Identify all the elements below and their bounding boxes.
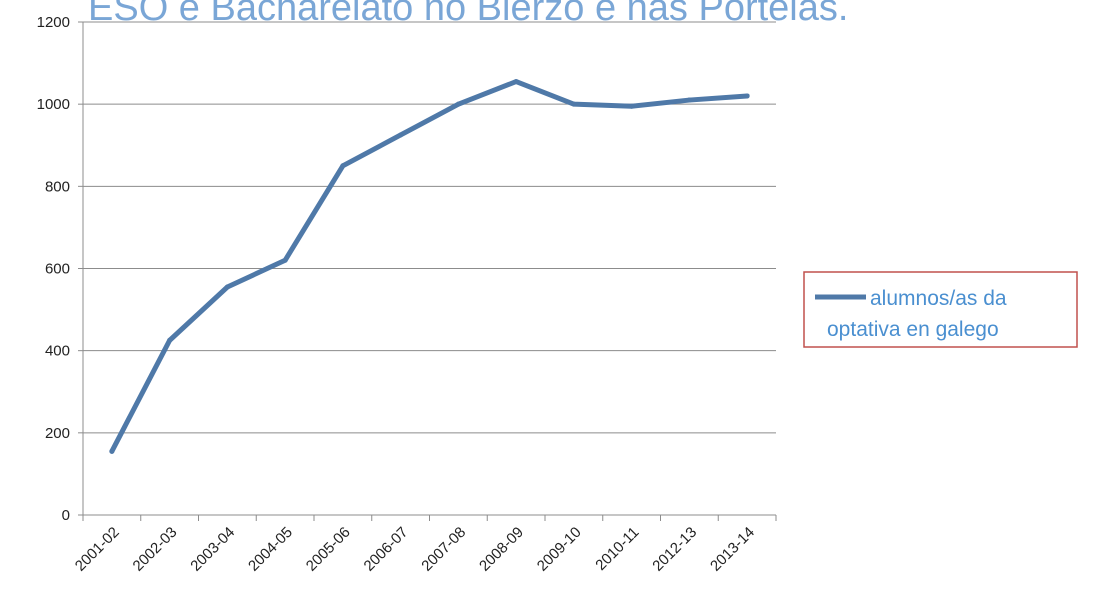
data-point-2005-06 — [340, 163, 346, 169]
x-tick-label-2006-07: 2006-07 — [360, 524, 411, 575]
x-tick-label-2007-08: 2007-08 — [418, 524, 469, 575]
data-point-2010-11 — [629, 103, 635, 109]
data-point-2006-07 — [398, 132, 404, 138]
x-tick-label-2002-03: 2002-03 — [129, 524, 180, 575]
x-tick-label-2005-06: 2005-06 — [303, 524, 354, 575]
legend-label-line-1: alumnos/as da — [870, 287, 1007, 310]
series-line-0 — [109, 79, 750, 454]
y-tick-label-1000: 1000 — [37, 96, 70, 113]
y-axis-ticks: 0 200 400 600 800 1000 1200 — [37, 14, 70, 524]
chart-title: ESO e Bacharelato no Bierzo e nas Portel… — [88, 0, 848, 29]
data-point-2008-09 — [513, 79, 519, 85]
y-tick-label-600: 600 — [45, 261, 70, 278]
data-point-2002-03 — [167, 337, 173, 343]
x-tick-label-2008-09: 2008-09 — [476, 524, 527, 575]
data-point-2012-13 — [686, 97, 692, 103]
x-tick-label-2001-02: 2001-02 — [72, 524, 123, 575]
legend: alumnos/as da optativa en galego — [803, 271, 1078, 348]
x-tick-label-2009-10: 2009-10 — [534, 524, 585, 575]
y-tick-label-400: 400 — [45, 343, 70, 360]
x-tick-label-2013-14: 2013-14 — [707, 524, 758, 575]
series-group — [109, 79, 750, 454]
legend-box — [803, 271, 1078, 348]
y-tick-label-1200: 1200 — [37, 14, 70, 31]
data-point-2007-08 — [455, 101, 461, 107]
x-tick-label-2012-13: 2012-13 — [649, 524, 700, 575]
data-point-2003-04 — [224, 284, 230, 290]
y-tick-label-200: 200 — [45, 425, 70, 442]
y-tick-label-800: 800 — [45, 178, 70, 195]
x-tick-label-2003-04: 2003-04 — [187, 524, 238, 575]
x-tick-label-2010-11: 2010-11 — [592, 524, 642, 574]
y-tick-label-0: 0 — [62, 507, 70, 524]
data-point-2013-14 — [744, 93, 750, 99]
axes — [78, 21, 777, 521]
x-tick-label-2004-05: 2004-05 — [245, 524, 296, 575]
data-point-2001-02 — [109, 448, 115, 454]
data-point-2004-05 — [282, 257, 288, 263]
data-point-2009-10 — [571, 101, 577, 107]
gridlines — [83, 21, 776, 434]
legend-label-line-2: optativa en galego — [827, 318, 999, 341]
x-axis-ticks: 2001-02 2002-03 2003-04 2004-05 2005-06 2006-… — [72, 524, 758, 575]
